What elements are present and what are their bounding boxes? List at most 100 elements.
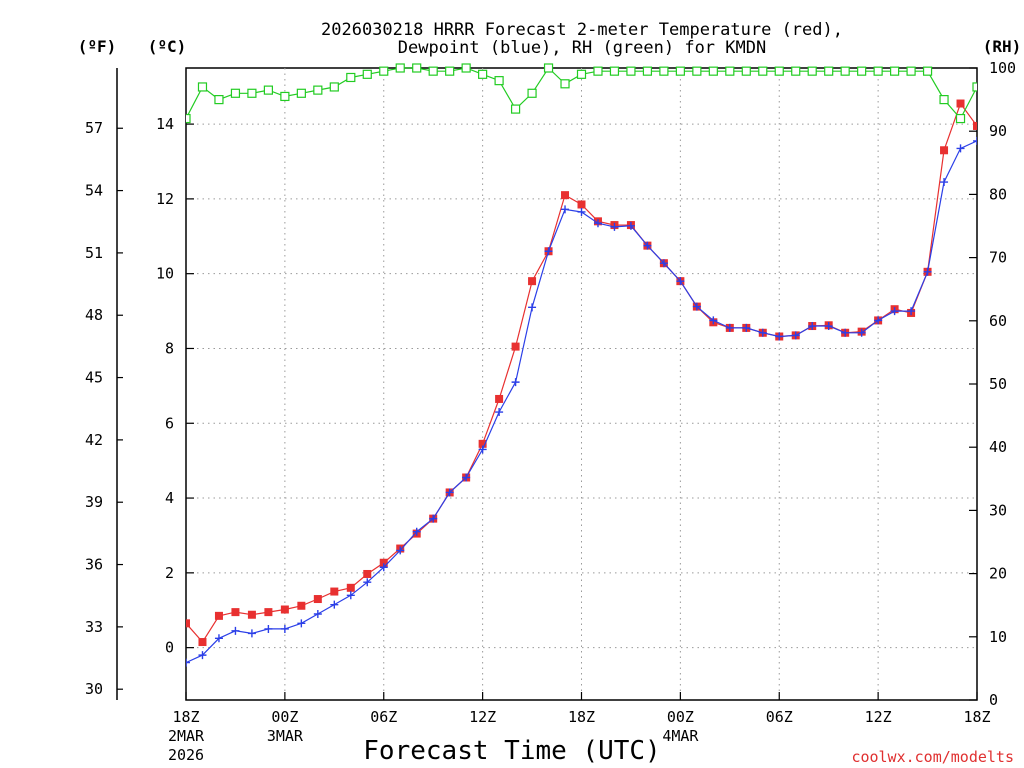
temperature-point (363, 569, 372, 578)
fahrenheit-tick-label: 54 (85, 182, 103, 200)
rh-point (725, 66, 735, 76)
rh-point (395, 63, 405, 73)
dewpoint-point (445, 488, 454, 497)
temperature-point (247, 610, 256, 619)
dewpoint-point (429, 514, 438, 523)
celsius-tick-label: 14 (156, 115, 174, 133)
dewpoint-point (874, 316, 883, 325)
rh-point (642, 66, 653, 76)
dewpoint-point (363, 578, 372, 587)
rh-unit-label: (RH) (983, 37, 1022, 56)
rh-tick-label: 60 (989, 312, 1007, 330)
rh-point (478, 69, 488, 79)
rh-point (824, 66, 834, 76)
dewpoint-point (231, 626, 240, 635)
rh-point (560, 79, 570, 89)
dewpoint-point (186, 658, 190, 667)
x-tick-date: 3MAR (267, 727, 304, 745)
dewpoint-point (725, 323, 734, 332)
rh-point (857, 66, 867, 76)
rh-point (543, 63, 554, 73)
dewpoint-point (495, 408, 504, 417)
rh-point (445, 66, 455, 76)
rh-point (840, 66, 850, 76)
dewpoint-point (577, 207, 586, 216)
fahrenheit-tick-label: 42 (85, 431, 103, 449)
rh-point (939, 94, 949, 105)
rh-point (197, 82, 208, 92)
rh-point (609, 66, 620, 76)
rh-point (955, 113, 966, 124)
dewpoint-point (264, 624, 273, 633)
temperature-point (379, 558, 388, 567)
dewpoint-point (659, 259, 668, 268)
rh-point (593, 66, 603, 76)
temperature-point (495, 394, 504, 403)
fahrenheit-tick-label: 30 (85, 680, 103, 698)
dewpoint-point (758, 328, 767, 337)
rh-point (428, 66, 438, 76)
fahrenheit-tick-label: 45 (85, 369, 103, 387)
celsius-tick-label: 0 (165, 639, 174, 657)
rh-point (346, 72, 356, 83)
site-credit: coolwx.com/modelts (851, 748, 1014, 766)
temperature-point (973, 121, 977, 130)
series-group (186, 63, 977, 667)
rh-point (263, 85, 273, 95)
dewpoint-point (528, 303, 537, 312)
rh-tick-label: 50 (989, 375, 1007, 393)
chart-title-line2: Dewpoint (blue), RH (green) for KMDN (398, 38, 766, 58)
dewpoint-point (280, 624, 289, 633)
fahrenheit-tick-label: 48 (85, 306, 103, 324)
rh-point (329, 82, 339, 92)
dewpoint-point (676, 277, 685, 286)
rh-tick-label: 10 (989, 628, 1007, 646)
dewpoint-point (412, 527, 421, 536)
rh-tick-label: 100 (989, 59, 1016, 77)
fahrenheit-tick-label: 51 (85, 244, 103, 262)
celsius-tick-label: 4 (165, 489, 174, 507)
temperature-point (297, 601, 306, 610)
x-tick-label: 12Z (469, 708, 496, 726)
rh-tick-label: 90 (989, 122, 1007, 140)
rh-point (362, 69, 372, 79)
dewpoint-point (742, 323, 751, 332)
temperature-point (264, 608, 273, 617)
dewpoint-point (511, 378, 520, 387)
dewpoint-point (396, 546, 405, 555)
rh-point (708, 66, 718, 76)
rh-tick-label: 0 (989, 691, 998, 709)
dewpoint-point (956, 144, 965, 153)
rh-point (873, 66, 883, 76)
celsius-tick-label: 6 (165, 414, 174, 432)
x-tick-label: 06Z (766, 708, 793, 726)
temperature-point (478, 439, 487, 448)
rh-point (758, 66, 768, 76)
chart-title-line1: 2026030218 HRRR Forecast 2-meter Tempera… (321, 20, 843, 40)
temperature-point (940, 146, 949, 155)
temperature-point (346, 583, 355, 592)
rh-point (461, 63, 471, 73)
rh-point (247, 88, 257, 98)
rh-point (741, 66, 751, 76)
rh-point (230, 88, 241, 98)
x-tick-date: 2MAR (168, 727, 205, 745)
dewpoint-point (709, 316, 718, 325)
dewpoint-point (214, 634, 223, 643)
temperature-point (198, 638, 207, 647)
dewpoint-point (857, 328, 866, 337)
dewpoint-point (890, 307, 899, 316)
dewpoint-point (247, 629, 256, 638)
dewpoint-point (313, 609, 322, 618)
temperature-point (511, 342, 520, 351)
dewpoint-point (824, 322, 833, 331)
x-tick-label: 18Z (568, 708, 595, 726)
rh-point (186, 113, 191, 124)
dewpoint-line (186, 140, 977, 664)
temperature-point (313, 595, 322, 604)
x-tick-label: 00Z (667, 708, 694, 726)
fahrenheit-tick-label: 36 (85, 556, 103, 574)
temperature-point (956, 99, 965, 108)
